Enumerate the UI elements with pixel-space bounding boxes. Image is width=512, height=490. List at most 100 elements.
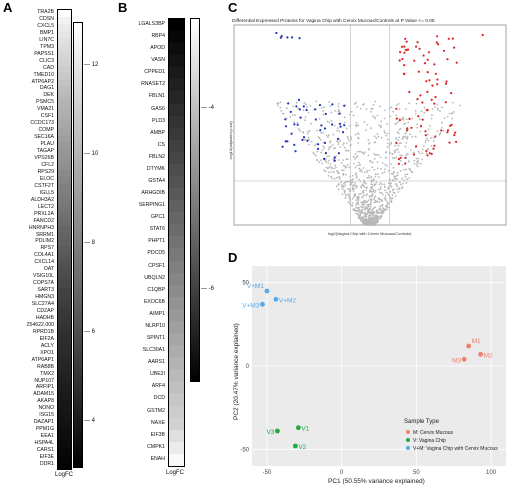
volcano-point — [356, 213, 359, 216]
heatmap-cell — [169, 127, 184, 140]
heatmap-row-label: ALDH3A2 — [30, 196, 54, 203]
volcano-point — [366, 193, 369, 196]
volcano-point — [295, 105, 298, 108]
heatmap-cell — [58, 420, 71, 428]
colorbar-tick-label: — -4 — [201, 104, 215, 111]
heatmap-cell — [169, 19, 184, 32]
volcano-point — [344, 121, 346, 124]
volcano-point — [402, 72, 406, 75]
volcano-point — [390, 163, 392, 165]
volcano-point — [420, 110, 423, 113]
volcano-point — [393, 149, 396, 152]
heatmap-row-label: ADAM15 — [33, 391, 54, 398]
volcano-point — [287, 102, 290, 105]
heatmap-row-label: RAB8B — [36, 363, 54, 370]
volcano-point — [408, 168, 411, 170]
volcano-point — [399, 170, 402, 172]
pca-ytick-label: 50 — [242, 281, 249, 287]
heatmap-cell — [58, 350, 71, 358]
volcano-point — [351, 188, 354, 191]
heatmap-row-label: ELOC — [39, 175, 54, 182]
volcano-point — [426, 90, 429, 93]
pca-xtick-label: -50 — [263, 470, 272, 476]
volcano-point — [425, 152, 428, 155]
volcano-point — [453, 46, 456, 49]
volcano-point — [355, 209, 358, 212]
volcano-point — [401, 116, 404, 119]
volcano-point — [368, 175, 370, 177]
volcano-point — [317, 143, 320, 146]
volcano-point — [406, 129, 409, 132]
heatmap-row-label: EIF3E — [39, 454, 54, 460]
volcano-point — [415, 157, 418, 160]
volcano-point — [342, 169, 345, 172]
volcano-point — [404, 132, 407, 135]
volcano-point — [370, 199, 373, 202]
heatmap-row-label: EXOC6B — [143, 298, 165, 305]
volcano-point — [342, 144, 344, 146]
pca-point — [295, 425, 301, 431]
volcano-point — [381, 162, 384, 164]
volcano-point — [413, 151, 415, 154]
volcano-point — [374, 189, 377, 192]
heatmap-row-label: GAS6 — [151, 105, 165, 112]
volcano-point — [401, 154, 403, 157]
volcano-point — [440, 129, 443, 132]
volcano-point — [343, 124, 346, 127]
volcano-point — [421, 152, 424, 155]
pca-point-label: M3 — [452, 357, 461, 364]
heatmap-a-row-labels: TRA2B CDSN CXCL5 BMP1 LIN7C TPM3 PAPSS1 CLIC3 CA… — [0, 9, 54, 468]
volcano-point — [333, 171, 335, 173]
volcano-point — [377, 188, 380, 191]
pca-point-label: M1 — [472, 338, 481, 345]
heatmap-cell — [58, 364, 71, 372]
volcano-point — [373, 211, 376, 214]
heatmap-row-label: NAXE — [150, 419, 165, 426]
heatmap-row-label: SERPING1 — [138, 202, 165, 209]
volcano-point — [380, 192, 383, 194]
heatmap-row-label: RPS7 — [40, 245, 54, 252]
volcano-point — [284, 140, 287, 143]
volcano-point — [417, 150, 420, 153]
heatmap-a-column — [57, 9, 72, 470]
volcano-point — [426, 58, 429, 61]
volcano-point — [372, 115, 374, 117]
volcano-point — [354, 193, 357, 196]
volcano-point — [329, 141, 331, 144]
panel-letter-c: C — [228, 0, 238, 15]
volcano-points — [234, 25, 506, 226]
volcano-point — [393, 175, 396, 178]
volcano-point — [323, 127, 327, 130]
volcano-point — [373, 196, 376, 199]
volcano-point — [390, 186, 393, 188]
volcano-point — [352, 208, 355, 211]
heatmap-row-label: HADHB — [35, 314, 54, 321]
volcano-point — [284, 118, 287, 121]
volcano-point — [299, 116, 302, 119]
volcano-point — [379, 205, 382, 208]
volcano-point — [285, 125, 288, 128]
volcano-point — [452, 111, 455, 113]
heatmap-cell — [58, 107, 71, 115]
volcano-point — [360, 107, 362, 110]
volcano-point — [376, 173, 379, 176]
pca-point — [478, 351, 483, 357]
volcano-point — [421, 148, 424, 151]
volcano-point — [367, 139, 370, 141]
heatmap-row-label: NUP107 — [34, 377, 54, 384]
heatmap-row-label: EIF3B — [150, 431, 165, 438]
volcano-point — [376, 114, 379, 117]
volcano-point — [354, 181, 357, 184]
volcano-point — [380, 125, 382, 127]
volcano-point — [313, 153, 316, 156]
volcano-point — [446, 115, 449, 118]
volcano-point — [349, 204, 352, 207]
volcano-point — [397, 144, 400, 147]
volcano-point — [394, 195, 397, 198]
volcano-point — [312, 151, 315, 154]
volcano-point — [447, 37, 450, 40]
volcano-point — [426, 108, 429, 111]
volcano-point — [427, 133, 429, 136]
volcano-point — [406, 136, 409, 138]
